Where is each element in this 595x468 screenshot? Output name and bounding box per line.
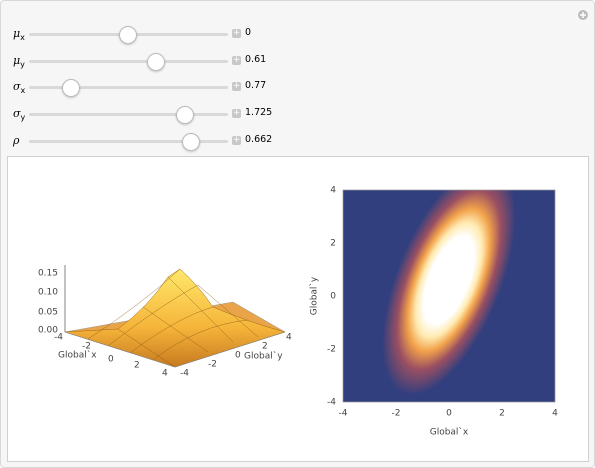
subscript: y <box>20 113 26 123</box>
plots: 0.15 0.10 0.05 0.00 -4 -2 0 2 4 Global`x… <box>38 186 559 438</box>
expand-button[interactable]: + <box>232 55 241 65</box>
x-tick-label: -2 <box>82 342 91 352</box>
slider-thumb[interactable] <box>147 53 165 71</box>
control-label: ρ <box>13 134 19 147</box>
subscript: x <box>20 86 26 96</box>
symbol: μ <box>13 27 21 40</box>
x-tick-label: -4 <box>54 333 63 343</box>
y-tick-label: -2 <box>208 360 217 370</box>
y-tick-label: -4 <box>327 398 336 408</box>
control-row: ρ +0.662 <box>1 131 301 151</box>
control-value: 0.77 <box>245 80 267 91</box>
control-label: σx <box>13 80 25 95</box>
slider-track[interactable] <box>29 60 228 63</box>
y-tick-label: 4 <box>286 333 292 343</box>
x-tick-label: 0 <box>108 355 114 365</box>
symbol: σ <box>13 80 21 93</box>
control-value: 0 <box>245 27 252 38</box>
x-tick-label: -4 <box>339 409 348 419</box>
x-axis-label: Global`x <box>430 427 469 438</box>
x-tick-label: 2 <box>134 361 140 371</box>
y-tick-label: 2 <box>330 239 336 249</box>
x-tick-label: 4 <box>162 369 168 379</box>
control-value: 1.725 <box>245 107 273 118</box>
control-value: 0.662 <box>245 134 273 145</box>
slider-thumb[interactable] <box>62 79 80 97</box>
slider-track[interactable] <box>29 140 228 143</box>
expand-button[interactable]: + <box>232 81 241 91</box>
y-axis-label: Global`y <box>244 351 283 362</box>
slider-thumb[interactable] <box>176 106 194 124</box>
control-label: σy <box>13 107 25 122</box>
symbol: ρ <box>13 134 20 147</box>
y-tick-label: 0 <box>235 351 241 361</box>
z-tick-label: 0.05 <box>38 308 58 318</box>
y-axis-label: Global`y <box>309 276 320 315</box>
add-button[interactable] <box>577 9 589 21</box>
density-plot: 4 2 0 -2 -4 -4 -2 0 2 4 Global`x Global`… <box>309 186 559 438</box>
y-tick-label: -4 <box>180 369 189 379</box>
x-tick-label: -2 <box>392 409 401 419</box>
expand-button[interactable]: + <box>232 28 241 38</box>
y-tick-label: -2 <box>327 345 336 355</box>
z-tick-label: 0.15 <box>38 269 58 279</box>
x-axis-label: Global`x <box>58 350 97 361</box>
y-tick-label: 2 <box>262 342 268 352</box>
y-tick-label: 4 <box>330 186 336 196</box>
control-label: μx <box>13 27 25 42</box>
symbol: σ <box>13 107 21 120</box>
x-tick-label: 4 <box>552 409 558 419</box>
expand-button[interactable]: + <box>232 135 241 145</box>
surface-3d: 0.15 0.10 0.05 0.00 -4 -2 0 2 4 Global`x… <box>38 265 292 379</box>
slider-thumb[interactable] <box>119 26 137 44</box>
control-row: μx +0 <box>1 24 301 44</box>
symbol: μ <box>13 54 21 67</box>
x-tick-label: 2 <box>499 409 505 419</box>
slider-track[interactable] <box>29 86 228 89</box>
plot-area: 0.15 0.10 0.05 0.00 -4 -2 0 2 4 Global`x… <box>7 156 589 462</box>
control-row: μy +0.61 <box>1 51 301 71</box>
control-row: σy +1.725 <box>1 104 301 124</box>
z-tick-label: 0.10 <box>38 288 58 298</box>
slider-track[interactable] <box>29 113 228 116</box>
control-label: μy <box>13 54 25 69</box>
expand-button[interactable]: + <box>232 108 241 118</box>
control-value: 0.61 <box>245 54 267 65</box>
x-tick-label: 0 <box>446 409 452 419</box>
y-tick-label: 0 <box>330 292 336 302</box>
slider-thumb[interactable] <box>182 133 200 151</box>
control-row: σx +0.77 <box>1 77 301 97</box>
subscript: y <box>20 60 25 70</box>
z-tick-label: 0.00 <box>38 326 58 336</box>
subscript: x <box>20 33 25 43</box>
